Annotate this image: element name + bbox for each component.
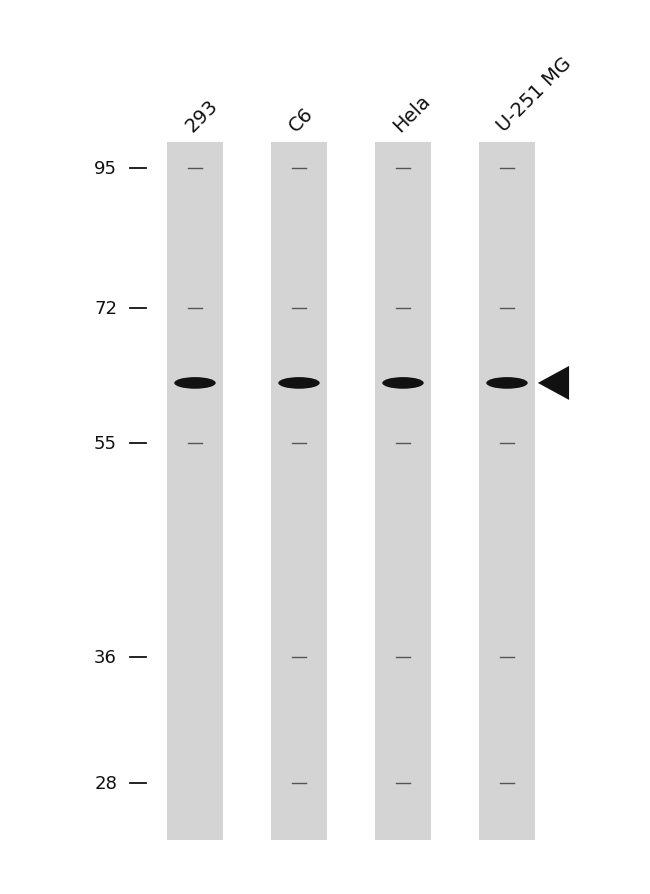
- Text: 36: 36: [94, 648, 117, 666]
- Bar: [480, 143, 534, 840]
- Ellipse shape: [278, 377, 320, 389]
- Text: Hela: Hela: [389, 91, 434, 136]
- Polygon shape: [538, 367, 569, 401]
- Ellipse shape: [174, 377, 216, 389]
- Text: U-251 MG: U-251 MG: [493, 54, 575, 136]
- Text: 72: 72: [94, 299, 117, 317]
- Bar: [168, 143, 222, 840]
- Ellipse shape: [382, 377, 424, 389]
- Text: 293: 293: [181, 97, 221, 136]
- Bar: [272, 143, 326, 840]
- Bar: [376, 143, 430, 840]
- Text: 95: 95: [94, 160, 117, 178]
- Text: 55: 55: [94, 434, 117, 452]
- Ellipse shape: [486, 377, 528, 389]
- Text: 28: 28: [94, 774, 117, 792]
- Text: C6: C6: [285, 104, 317, 136]
